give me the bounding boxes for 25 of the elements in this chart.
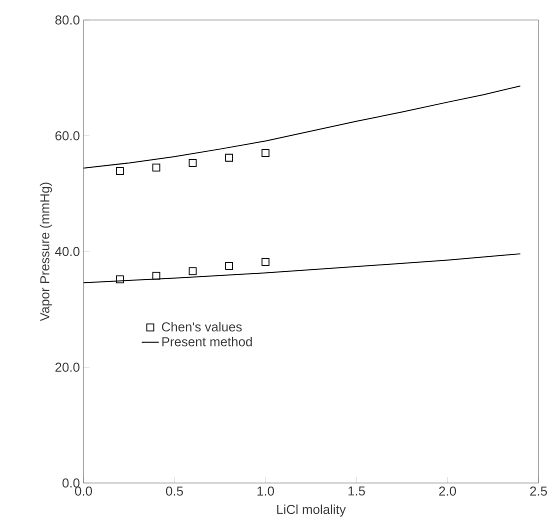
point [188, 159, 197, 167]
point [152, 164, 160, 172]
x-tick-label: 2.5 [530, 486, 547, 496]
y-tick-label: 20.0 [55, 362, 80, 372]
y-tick-label: 80.0 [55, 15, 80, 25]
y-tick-label: 40.0 [55, 246, 80, 256]
x-tick-label: 0.5 [166, 486, 183, 496]
point [225, 262, 234, 270]
x-tick-label: 1.0 [257, 486, 274, 496]
point [116, 275, 124, 284]
legend-label: Chen's values [162, 322, 242, 332]
y-tick-label: 0.0 [62, 478, 80, 488]
legend-label: Present method [162, 336, 252, 346]
y-tick-label: 60.0 [55, 131, 80, 140]
point [188, 267, 197, 276]
x-tick-label: 1.5 [348, 486, 365, 496]
point [116, 167, 124, 175]
point [262, 149, 270, 158]
x-tick-label: 2.0 [439, 486, 456, 496]
point [225, 154, 234, 162]
point [152, 272, 160, 280]
x-axis-title: LiCl molality [277, 504, 346, 517]
y-axis-title: Vapor Pressure (mmHg) [40, 182, 52, 322]
x-tick-label: 0.0 [74, 486, 92, 496]
point [262, 258, 270, 266]
